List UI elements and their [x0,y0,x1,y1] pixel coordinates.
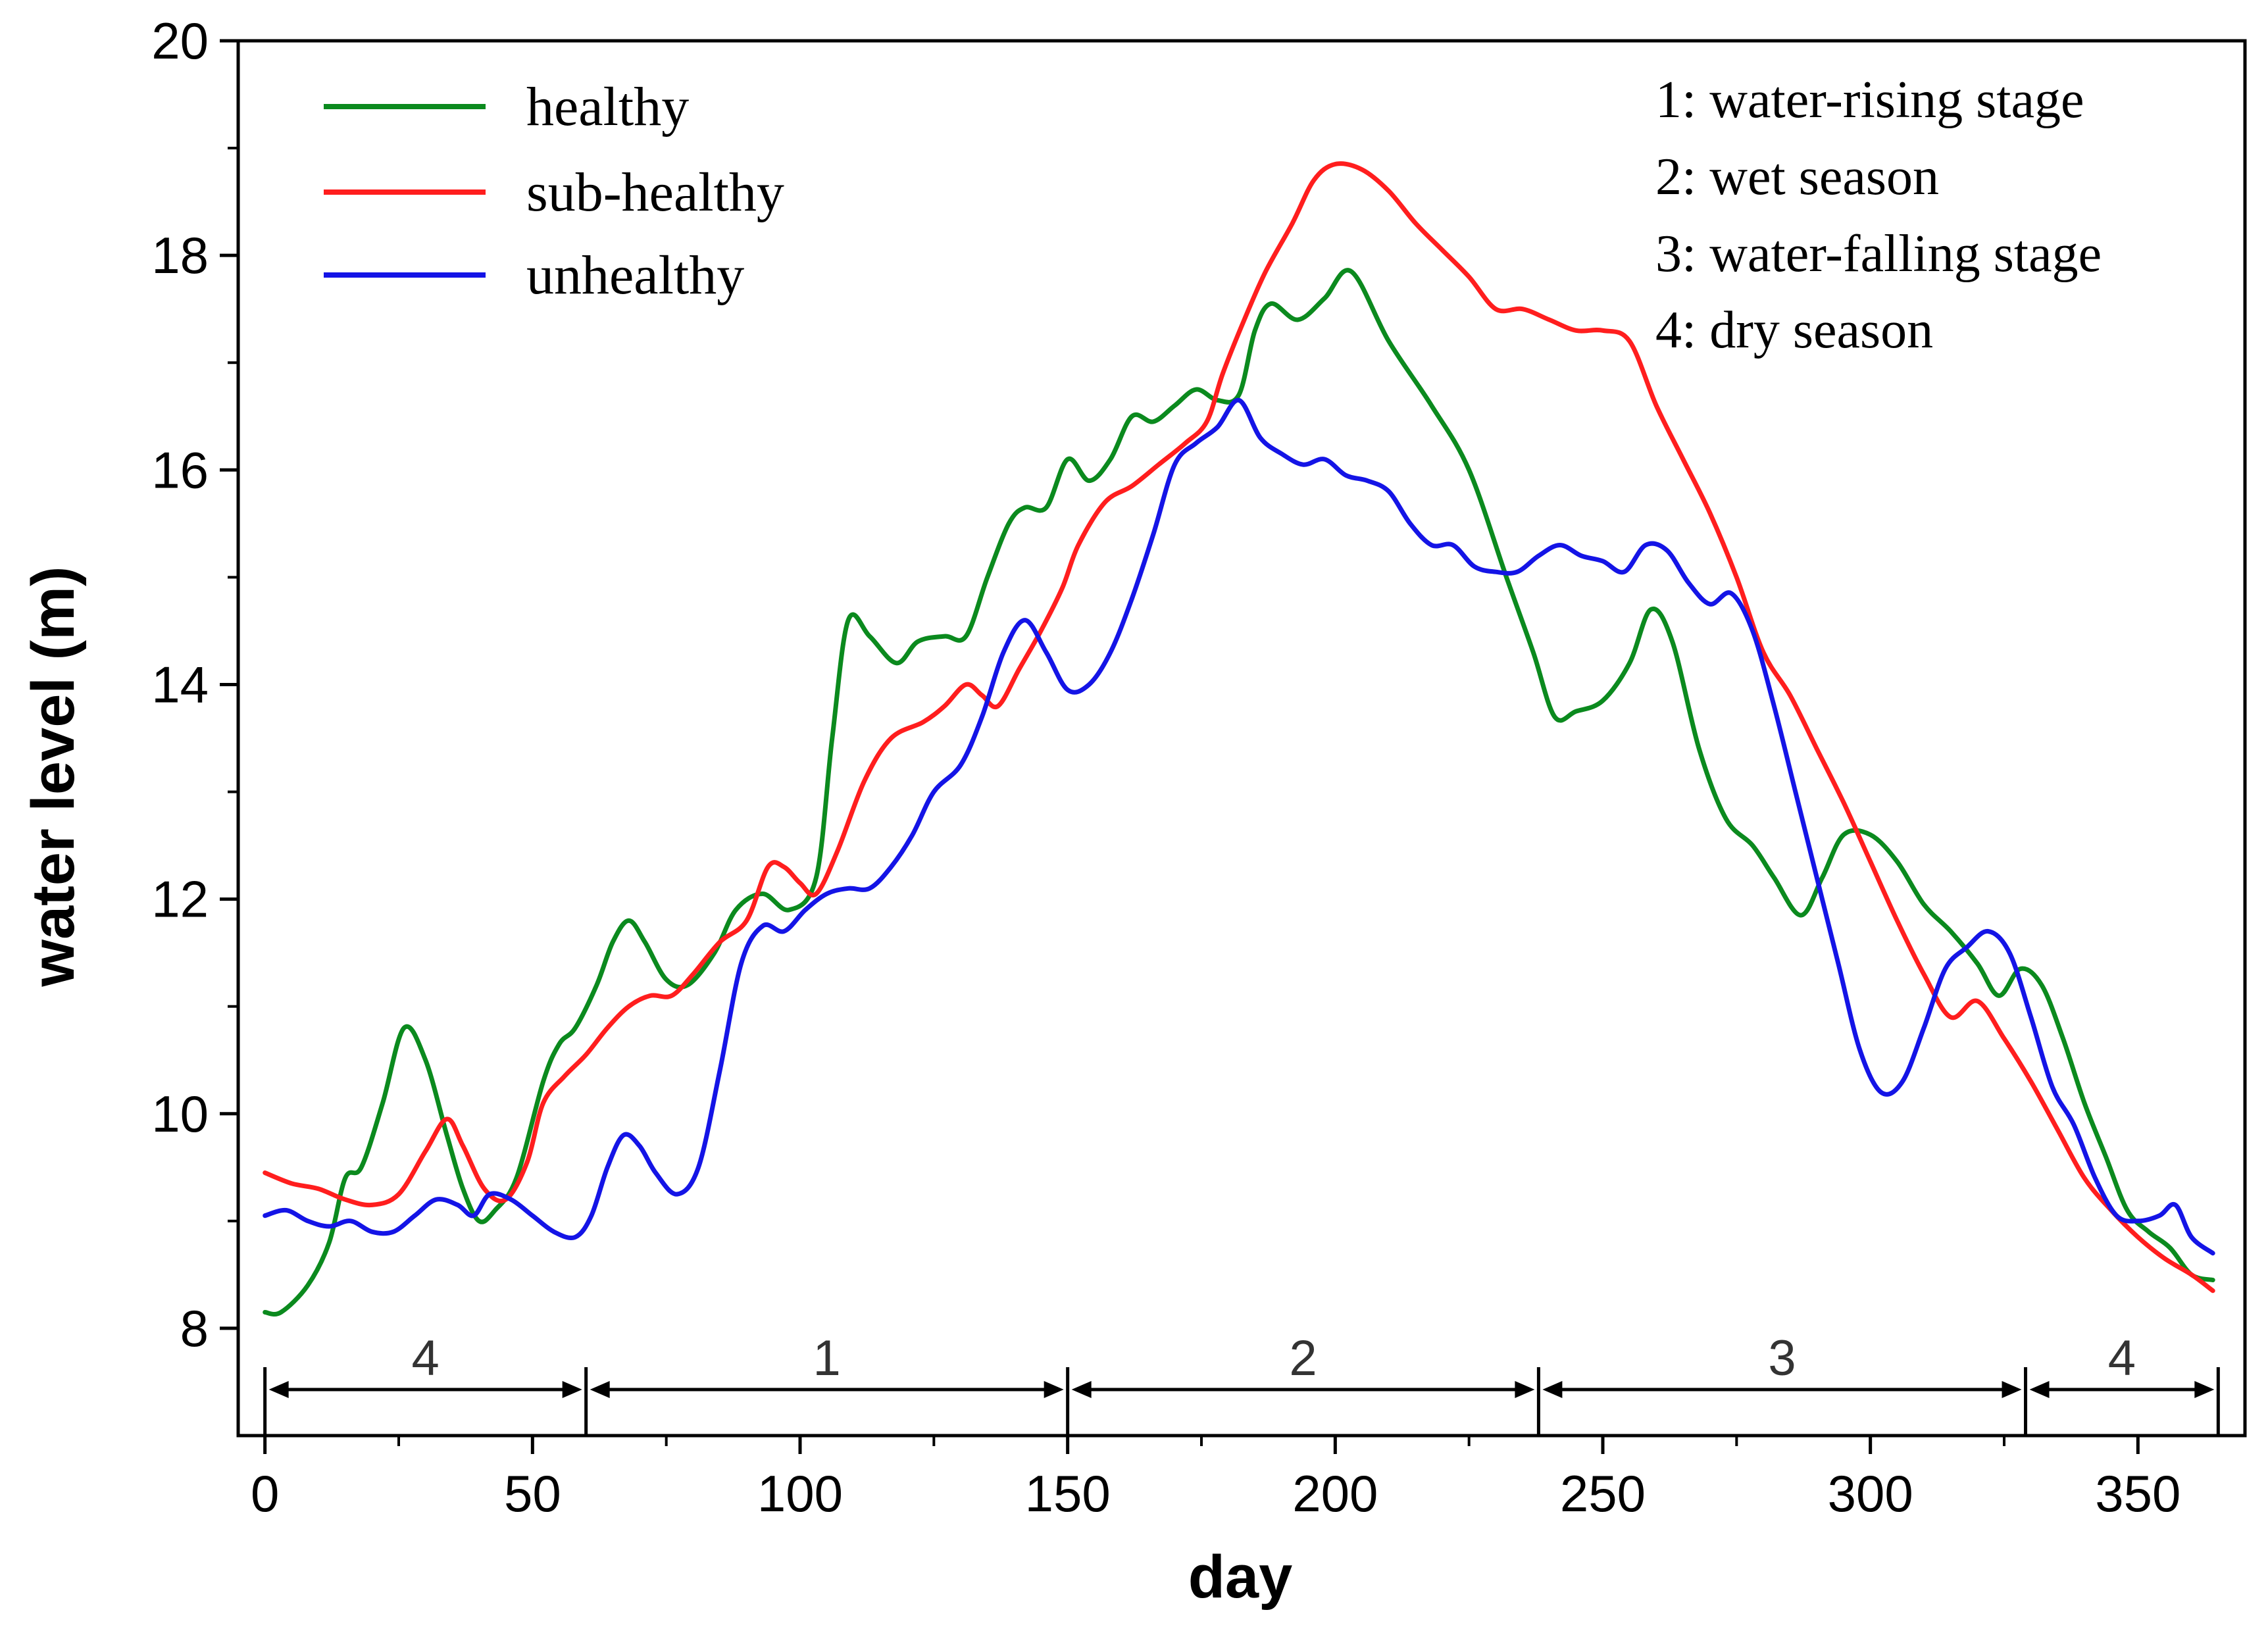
season-arrow-head-left [1071,1381,1092,1398]
legend-label-healthy: healthy [526,76,689,138]
series-line-sub-healthy [263,161,2215,1293]
stage-key-item: 3: water-falling stage [1655,225,2102,283]
season-arrow-head-right [2194,1381,2215,1398]
season-label: 1 [813,1330,841,1386]
season-arrow-head-right [2002,1381,2022,1398]
x-tick-label: 200 [1292,1465,1378,1522]
season-label: 4 [412,1330,440,1386]
legend-label-sub-healthy: sub-healthy [526,162,784,223]
stage-key: 1: water-rising stage 2: wet season 3: wat… [1655,71,2102,359]
season-arrow-head-left [268,1381,289,1398]
season-arrow-head-right [1044,1381,1064,1398]
series-line-healthy [263,268,2215,1317]
y-tick-label: 16 [151,441,209,499]
x-axis-title: day [1188,1543,1293,1611]
x-tick-label: 350 [2095,1465,2180,1522]
season-arrow-head-right [562,1381,582,1398]
plot-frame [236,39,2247,1438]
season-markers: 4 1 2 3 4 [263,1330,2220,1436]
season-label: 4 [2108,1330,2136,1386]
x-tick-label: 0 [251,1465,279,1522]
season-arrow-head-left [590,1381,610,1398]
x-tick-label: 100 [757,1465,843,1522]
season-label: 2 [1289,1330,1317,1386]
stage-key-item: 2: wet season [1655,148,1939,206]
y-tick-label: 10 [151,1085,209,1143]
x-tick-label: 50 [504,1465,561,1522]
season-label: 3 [1768,1330,1796,1386]
season-arrow-head-right [1515,1381,1535,1398]
y-tick-label: 20 [151,12,209,70]
y-tick-label: 18 [151,226,209,284]
season-arrow-head-left [1542,1381,1563,1398]
x-tick-label: 300 [1828,1465,1913,1522]
y-tick-label: 8 [180,1299,209,1357]
legend-label-unhealthy: unhealthy [526,245,744,306]
y-axis-title: water level (m) [20,566,87,987]
series-line-unhealthy [263,397,2215,1256]
x-tick-label: 250 [1560,1465,1646,1522]
season-arrow-head-left [2029,1381,2050,1398]
y-tick-label: 12 [151,870,209,928]
stage-key-item: 1: water-rising stage [1655,71,2084,129]
stage-key-item: 4: dry season [1655,301,1933,359]
x-tick-label: 150 [1025,1465,1111,1522]
y-tick-label: 14 [151,655,209,713]
series-lines [263,161,2215,1317]
legend: healthy sub-healthy unhealthy [324,76,784,306]
